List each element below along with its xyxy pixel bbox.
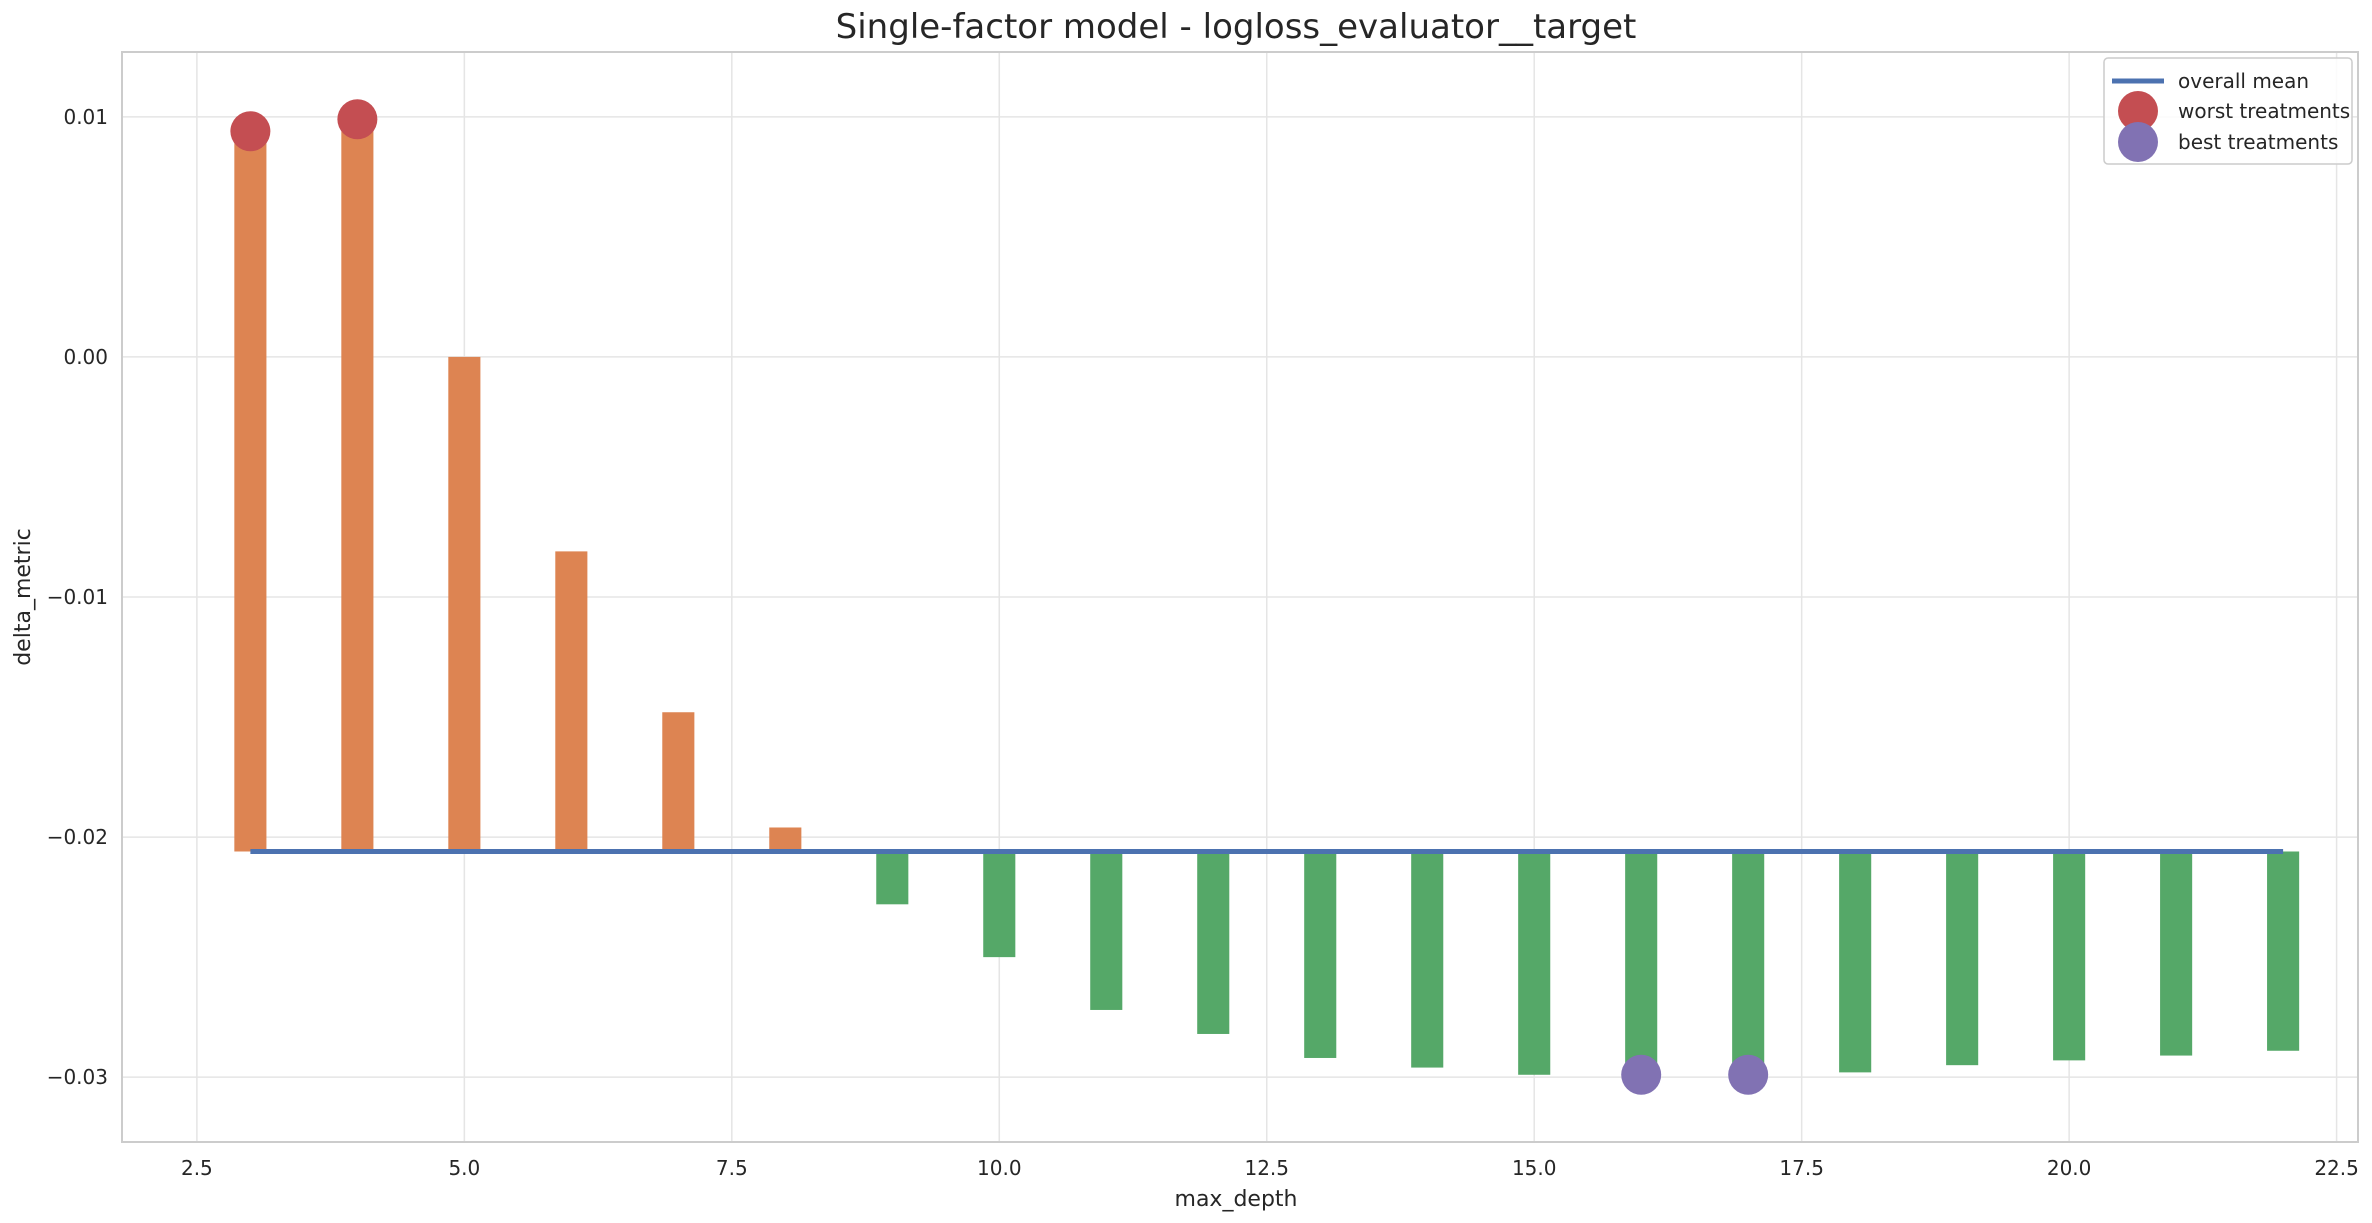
y-tick-label: 0.00 <box>63 345 108 369</box>
bar <box>2160 851 2193 1056</box>
bar <box>1625 851 1658 1080</box>
bar <box>448 356 481 852</box>
worst-treatment-marker <box>230 111 271 152</box>
x-tick-label: 5.0 <box>448 1156 480 1180</box>
bar <box>1732 851 1765 1078</box>
legend-worst-swatch <box>2118 91 2158 131</box>
bar <box>1304 851 1337 1058</box>
x-tick-label: 17.5 <box>1779 1156 1824 1180</box>
x-tick-label: 2.5 <box>181 1156 213 1180</box>
worst-treatment-marker <box>337 99 378 140</box>
x-tick-label: 10.0 <box>977 1156 1022 1180</box>
legend-label-worst-treatments: worst treatments <box>2178 99 2350 123</box>
bars <box>234 119 2300 1080</box>
y-axis-label: delta_metric <box>11 528 36 666</box>
x-tick-label: 20.0 <box>2047 1156 2092 1180</box>
plot-frame <box>121 51 2359 1143</box>
legend-label-best-treatments: best treatments <box>2178 130 2338 154</box>
y-tick-labels: 0.01 0.00 −0.01 −0.02 −0.03 <box>47 105 108 1089</box>
x-axis-label: max_depth <box>1175 1187 1298 1212</box>
bar <box>1518 851 1551 1075</box>
bar <box>1197 851 1230 1034</box>
legend: overall mean worst treatments best treat… <box>2103 57 2353 165</box>
bar <box>234 131 267 852</box>
bar <box>983 851 1016 958</box>
bar <box>1839 851 1872 1073</box>
x-tick-labels: 2.5 5.0 7.5 10.0 12.5 15.0 17.5 20.0 22.5 <box>181 1156 2359 1180</box>
bar <box>1090 851 1123 1010</box>
bar <box>1946 851 1979 1066</box>
bar <box>769 827 802 852</box>
bar <box>2053 851 2086 1061</box>
best-treatment-marker <box>1621 1054 1662 1095</box>
x-tick-label: 12.5 <box>1244 1156 1289 1180</box>
best-treatment-marker <box>1728 1054 1769 1095</box>
chart-title: Single-factor model - logloss_evaluator_… <box>836 7 1637 47</box>
bar <box>662 712 695 852</box>
bar <box>2267 851 2300 1051</box>
y-tick-label: −0.02 <box>47 825 108 849</box>
legend-best-swatch <box>2118 122 2158 162</box>
legend-label-overall-mean: overall mean <box>2178 69 2309 93</box>
bar <box>341 119 374 852</box>
x-tick-label: 22.5 <box>2314 1156 2359 1180</box>
legend-box <box>2103 57 2353 165</box>
bar <box>555 551 588 852</box>
grid <box>122 52 2358 1142</box>
x-tick-label: 15.0 <box>1512 1156 1557 1180</box>
markers <box>230 99 1769 1095</box>
y-tick-label: −0.01 <box>47 585 108 609</box>
bar <box>876 851 909 905</box>
bar <box>1411 851 1444 1068</box>
y-tick-label: −0.03 <box>47 1065 108 1089</box>
x-tick-label: 7.5 <box>716 1156 748 1180</box>
y-tick-label: 0.01 <box>63 105 108 129</box>
